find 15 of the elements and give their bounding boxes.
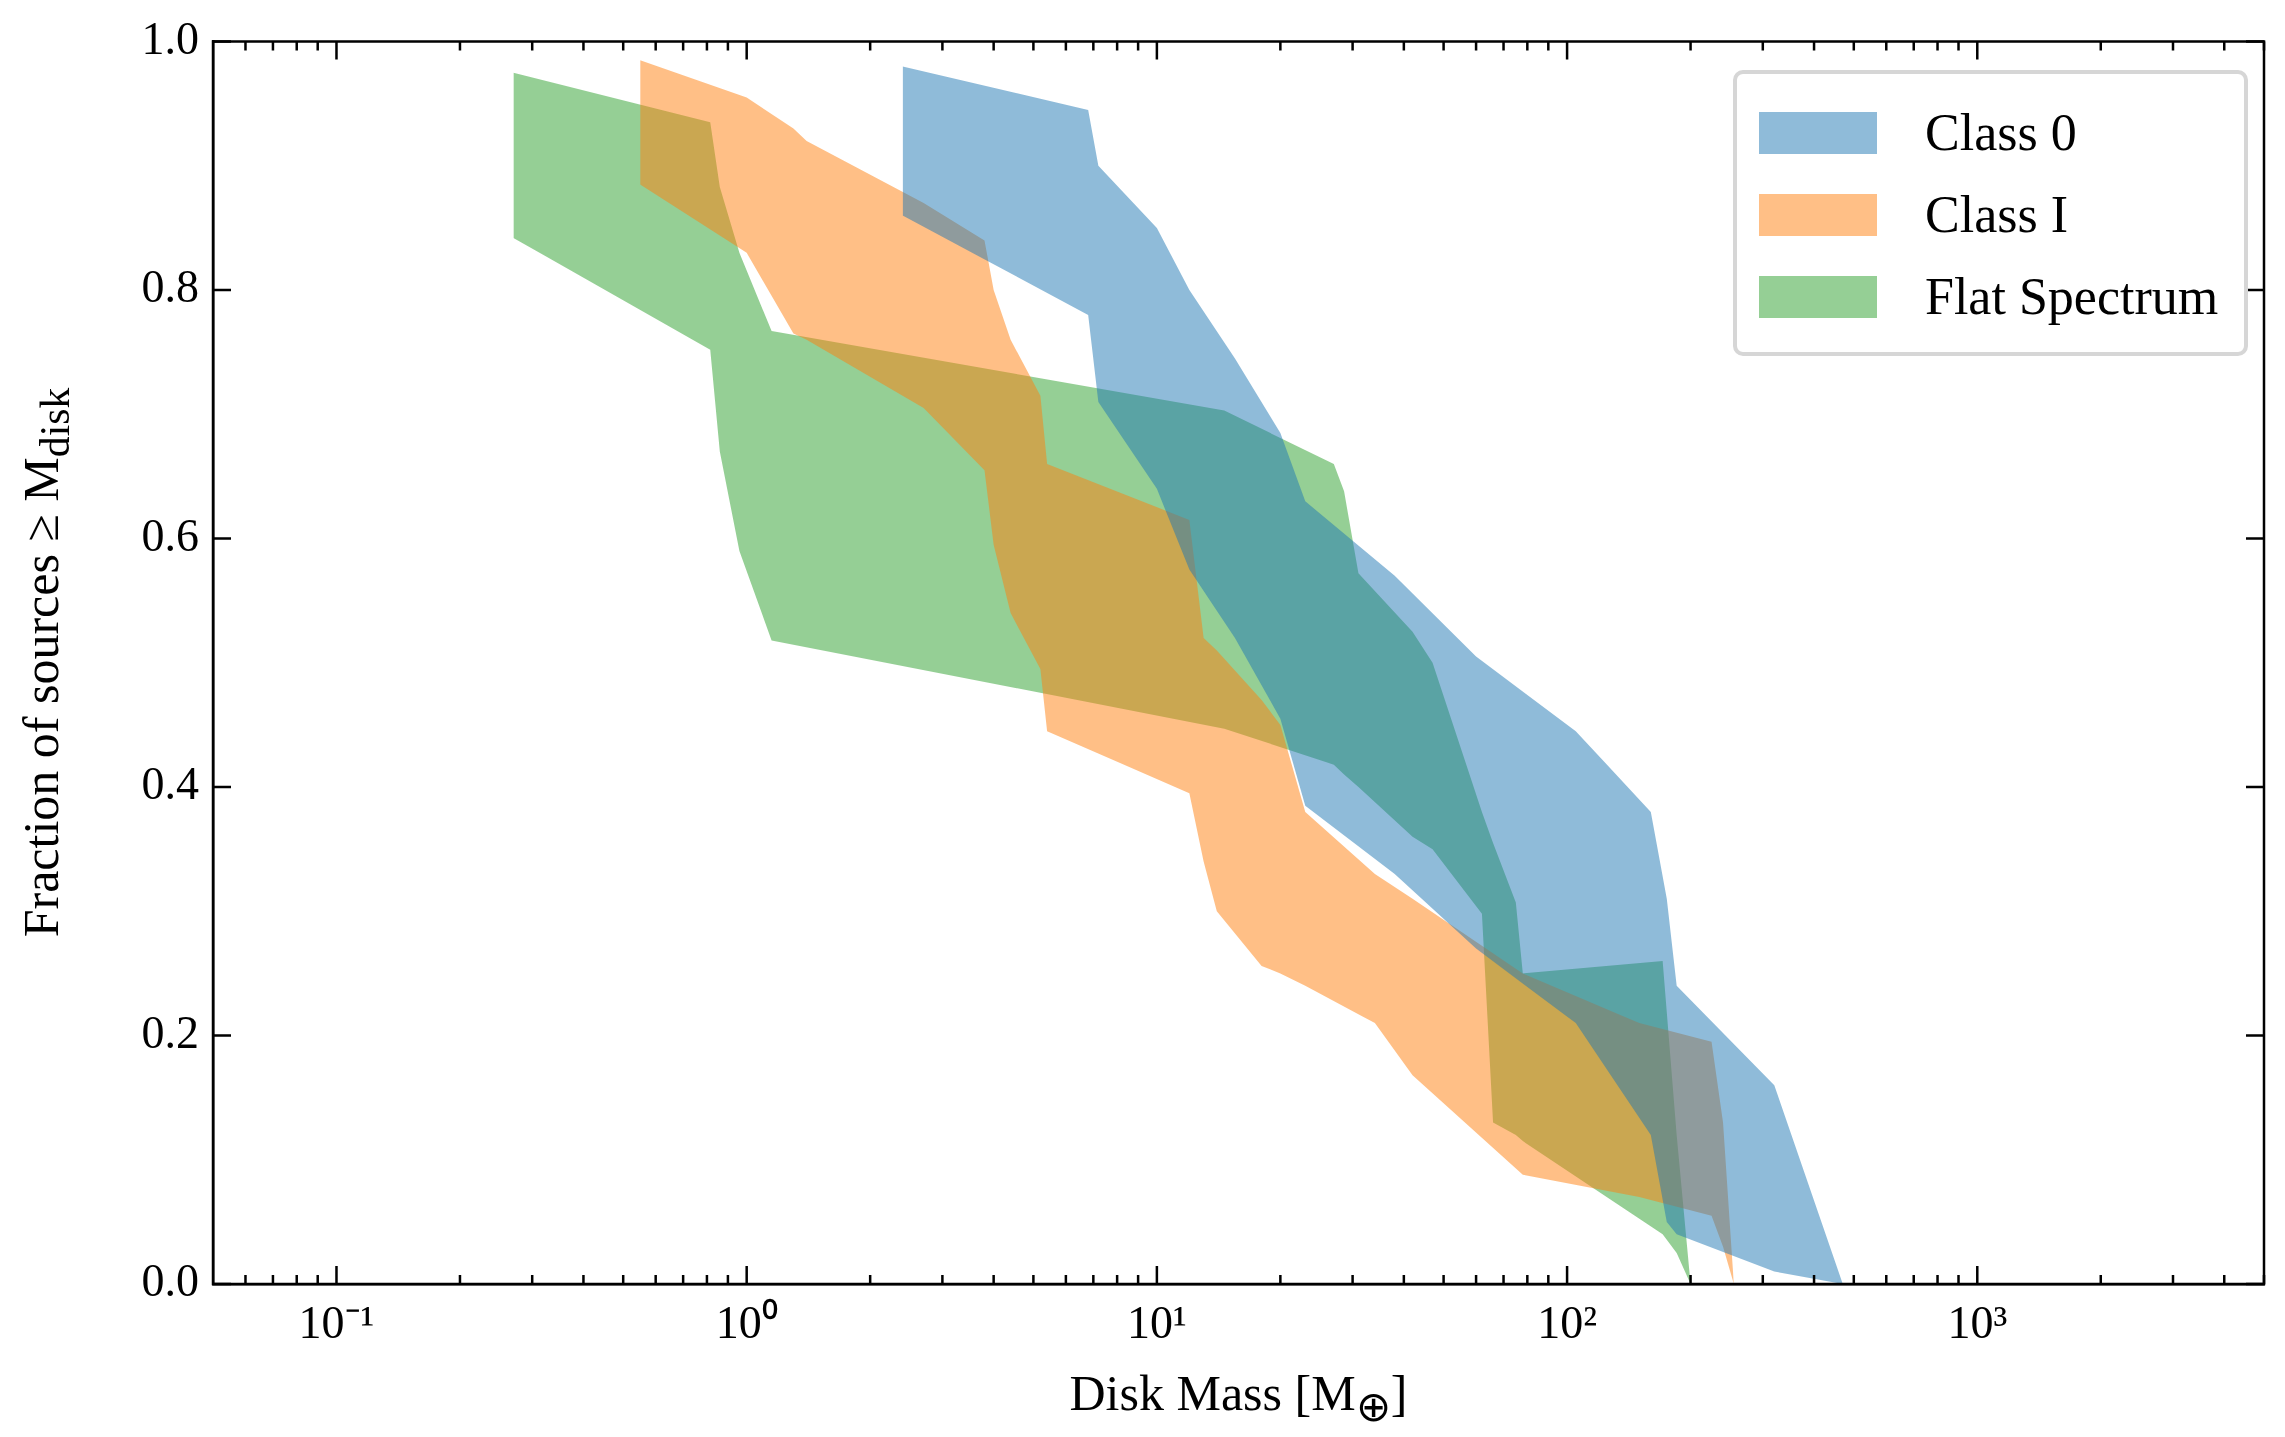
x-tick-label: 10²: [1537, 1296, 1597, 1348]
y-tick-label: 1.0: [141, 12, 199, 64]
x-tick-label: 10⁰: [715, 1296, 778, 1348]
x-axis-title: Disk Mass [M$_{⊕}$]: [1069, 1364, 1408, 1431]
x-tick-label: 10³: [1947, 1296, 2008, 1348]
x-tick-label: 10⁻¹: [298, 1296, 375, 1348]
legend-label: Class 0: [1925, 103, 2077, 163]
x-tick-label: 10¹: [1126, 1296, 1187, 1348]
y-tick-label: 0.4: [141, 758, 199, 810]
y-tick-label: 0.2: [141, 1006, 199, 1058]
y-tick-label: 0.8: [141, 261, 199, 313]
y-tick-label: 0.6: [141, 509, 199, 561]
y-tick-label: 0.0: [141, 1255, 199, 1307]
legend-label: Class I: [1925, 185, 2068, 245]
legend-label: Flat Spectrum: [1925, 267, 2219, 327]
